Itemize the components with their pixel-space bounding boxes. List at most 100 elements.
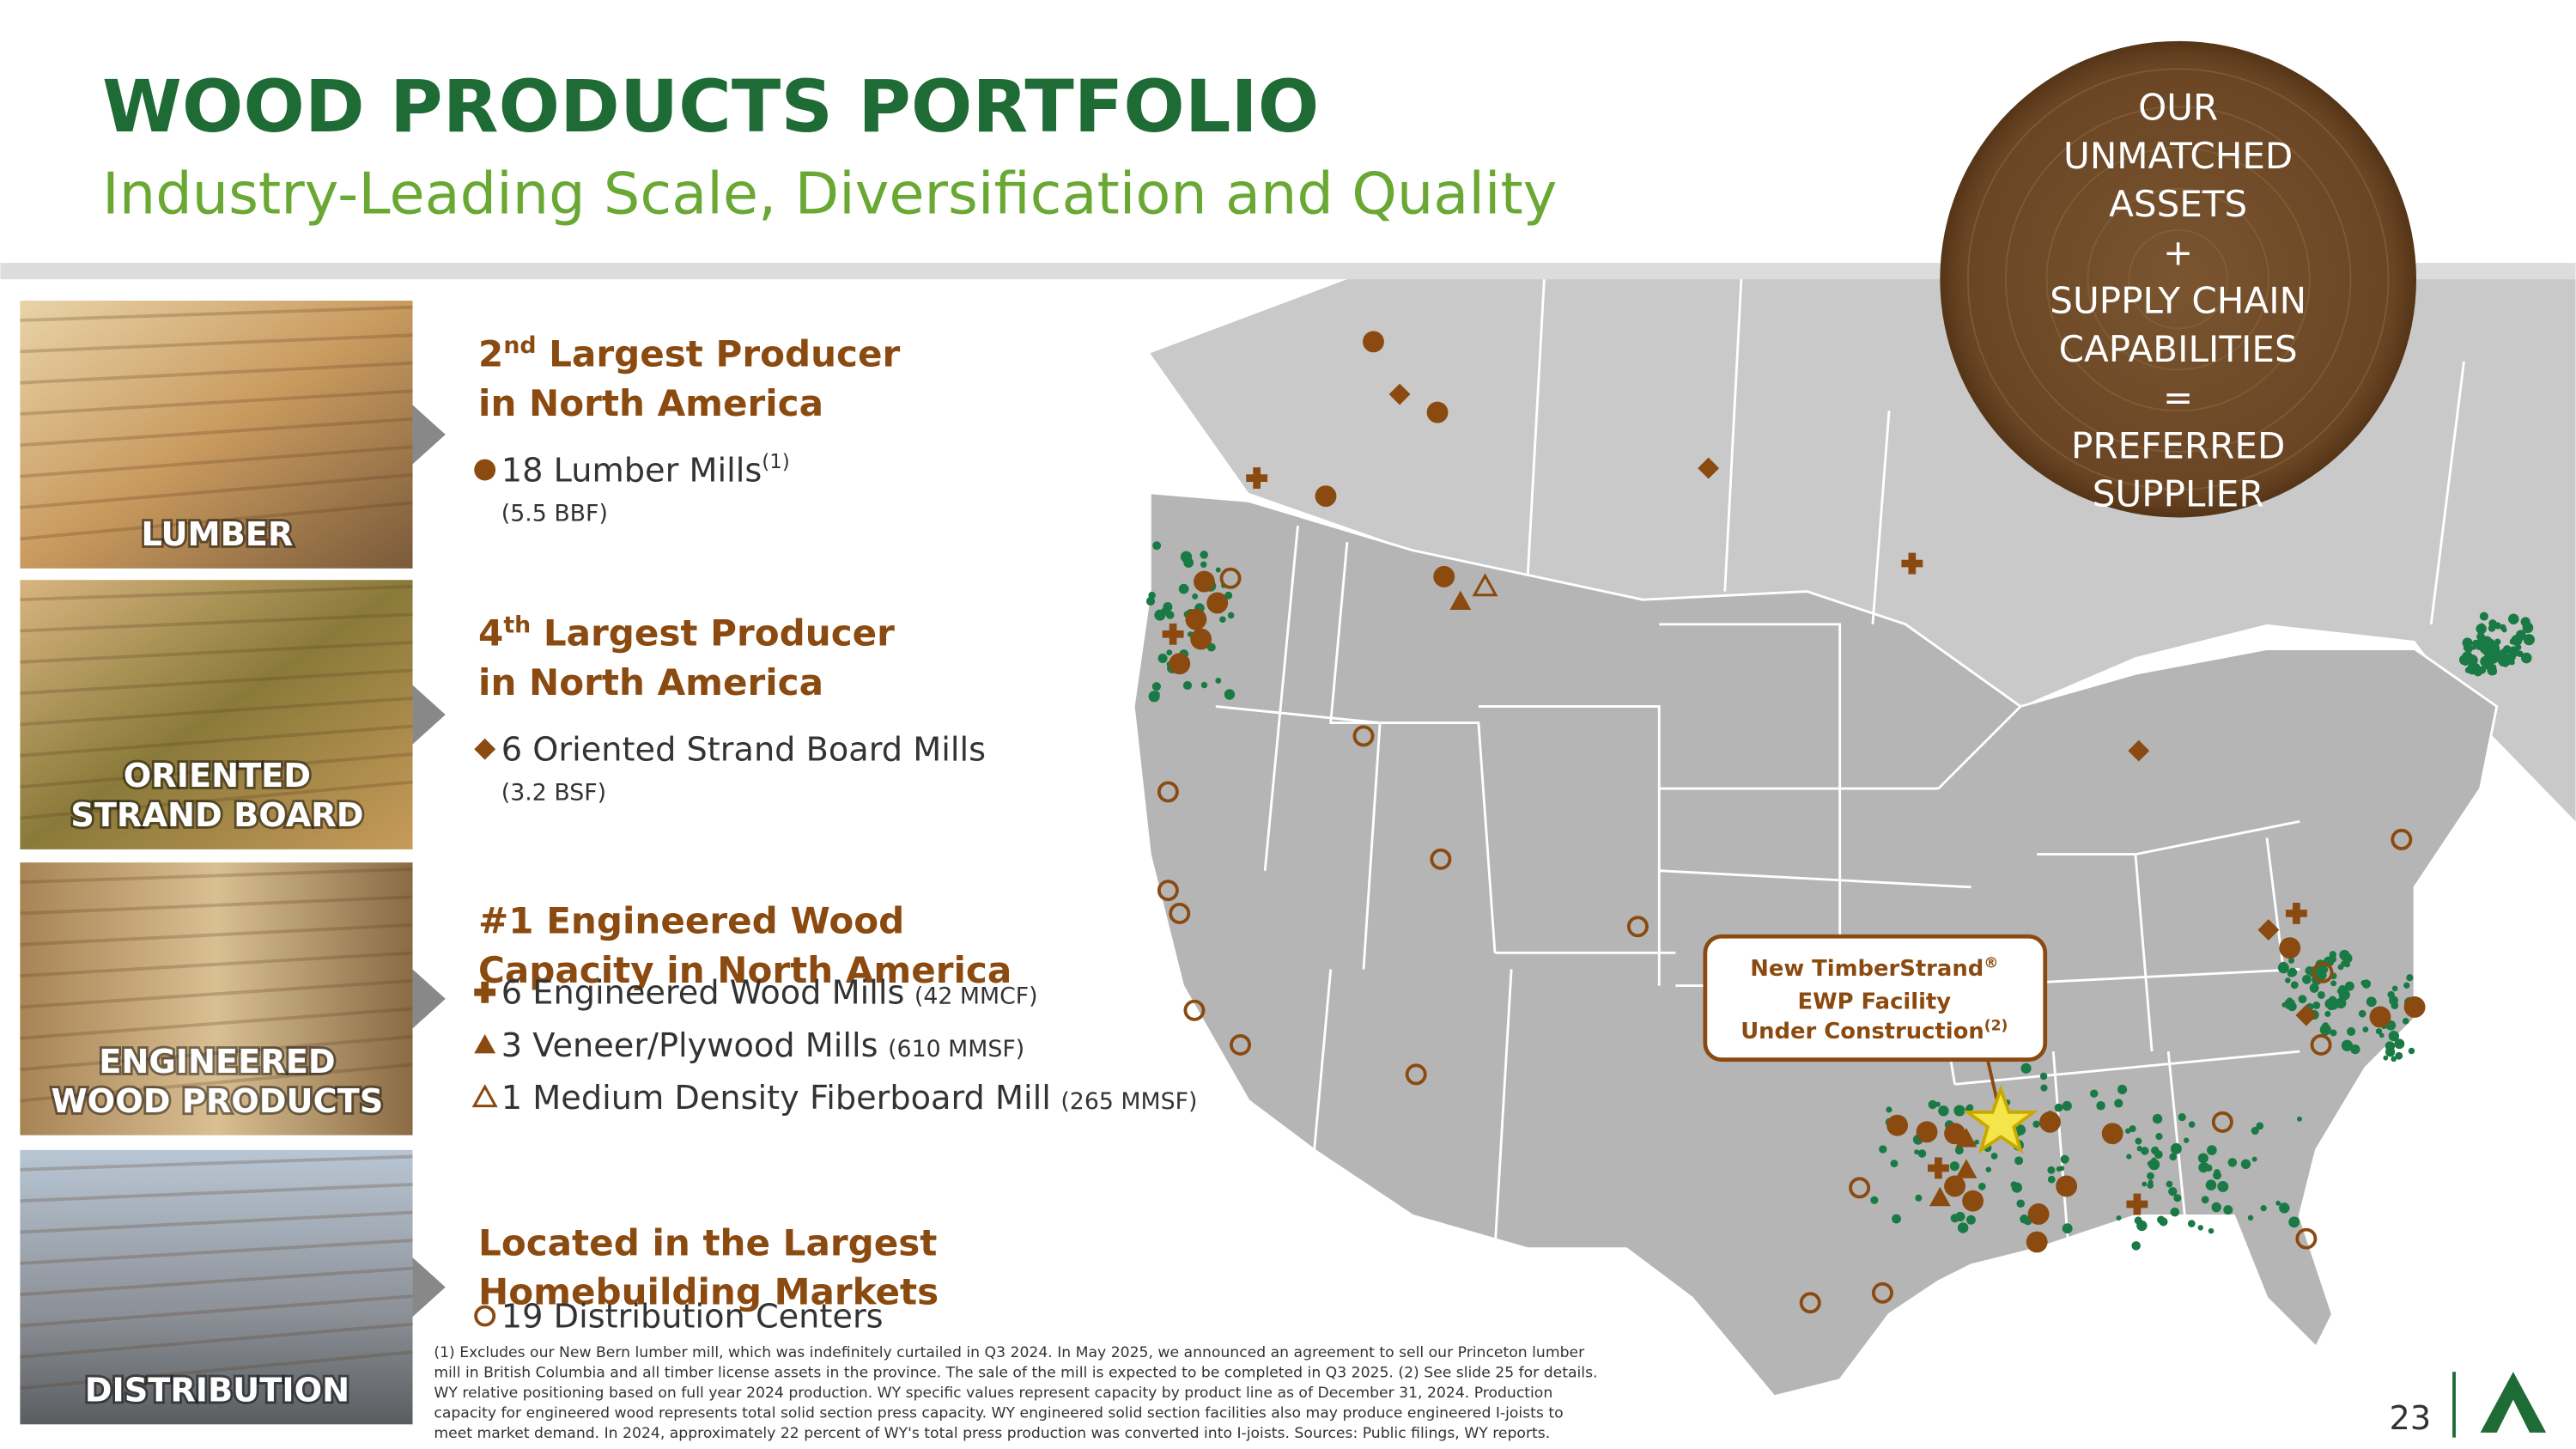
arrow bbox=[412, 405, 446, 465]
icon bbox=[2285, 903, 2307, 924]
forest bbox=[2142, 1181, 2148, 1187]
icon bbox=[1849, 1177, 1871, 1199]
forest bbox=[2211, 1202, 2221, 1213]
forest bbox=[1879, 1145, 1887, 1154]
forest bbox=[2517, 650, 2524, 658]
forest bbox=[2406, 974, 2414, 982]
forest bbox=[2168, 1186, 2178, 1196]
forest bbox=[1153, 691, 1160, 698]
texture bbox=[20, 978, 413, 1009]
forest bbox=[2197, 1225, 2203, 1231]
photo bbox=[20, 862, 413, 1135]
title: WOOD PRODUCTS PORTFOLIO bbox=[102, 64, 1319, 149]
forest bbox=[1227, 612, 1235, 619]
icon bbox=[474, 738, 496, 760]
forest bbox=[1957, 1222, 1969, 1233]
texture bbox=[20, 640, 413, 664]
callout-line: New TimberStrand® bbox=[1750, 955, 1998, 983]
panel-label: WOOD PRODUCTS bbox=[52, 1082, 384, 1121]
icon bbox=[2403, 996, 2426, 1018]
texture bbox=[20, 1007, 413, 1040]
forest bbox=[2521, 652, 2532, 664]
heading: Homebuilding Markets bbox=[478, 1271, 939, 1313]
heading: 4th Largest Producer bbox=[478, 612, 895, 654]
header-band bbox=[0, 263, 2576, 280]
item: 18 Lumber Mills(1) bbox=[501, 451, 790, 490]
icon bbox=[2126, 1193, 2148, 1215]
forest bbox=[2494, 653, 2499, 659]
forest bbox=[2486, 663, 2493, 670]
forest bbox=[2016, 1199, 2025, 1209]
forest bbox=[2155, 1133, 2163, 1141]
icon bbox=[1962, 1190, 1984, 1212]
forest bbox=[1219, 616, 1226, 623]
forest bbox=[1163, 601, 1173, 612]
callout-text: New TimberStrand bbox=[1750, 956, 1984, 982]
icon bbox=[1219, 567, 1242, 589]
icon bbox=[1944, 1175, 1965, 1197]
icon bbox=[1352, 725, 1375, 747]
forest bbox=[2208, 1227, 2215, 1234]
forest bbox=[2247, 1215, 2254, 1221]
icon bbox=[2027, 1203, 2050, 1225]
forest bbox=[2330, 980, 2337, 987]
icon bbox=[2056, 1175, 2078, 1197]
forest bbox=[2187, 1220, 2196, 1227]
forest bbox=[2217, 1180, 2229, 1192]
forest bbox=[2344, 961, 2351, 968]
forest bbox=[2170, 1142, 2182, 1154]
badge-line: CAPABILITIES bbox=[2059, 328, 2298, 370]
forest bbox=[2317, 990, 2325, 999]
forest bbox=[1949, 1161, 1959, 1172]
forest bbox=[1915, 1194, 1923, 1202]
forest bbox=[2350, 1044, 2360, 1055]
forest bbox=[2198, 1162, 2209, 1173]
forest bbox=[2324, 1010, 2331, 1018]
icon bbox=[1169, 653, 1191, 675]
forest bbox=[1166, 649, 1173, 656]
forest bbox=[1990, 1152, 1998, 1160]
icon bbox=[1799, 1292, 1821, 1314]
item: 3 Veneer/Plywood Mills (610 MMSF) bbox=[501, 1026, 1024, 1065]
heading-number: 4 bbox=[478, 612, 503, 654]
panel-label: DISTRIBUTION bbox=[85, 1372, 349, 1410]
icon bbox=[2295, 1227, 2318, 1250]
forest bbox=[2515, 630, 2526, 641]
forest bbox=[1192, 593, 1199, 600]
texture bbox=[20, 1154, 413, 1172]
icon bbox=[1955, 1128, 1978, 1148]
forest bbox=[2284, 998, 2296, 1010]
forest bbox=[2375, 1028, 2383, 1035]
icon bbox=[2039, 1111, 2061, 1133]
badge-line: PREFERRED bbox=[2071, 424, 2285, 466]
forest bbox=[2379, 1032, 2385, 1038]
item: 6 Engineered Wood Mills (42 MMCF) bbox=[501, 974, 1038, 1013]
callout-line: Under Construction(2) bbox=[1741, 1017, 2008, 1044]
icon bbox=[1886, 1114, 1909, 1136]
item-text: 3 Veneer/Plywood Mills bbox=[501, 1026, 878, 1065]
forest bbox=[2301, 974, 2312, 984]
footnote-line: meet market demand. In 2024, approximate… bbox=[434, 1425, 1550, 1442]
icon bbox=[1929, 1186, 1951, 1207]
panel-label: ORIENTED bbox=[124, 757, 311, 795]
arrow bbox=[412, 685, 446, 745]
forest bbox=[1157, 653, 1168, 663]
icon bbox=[474, 1305, 496, 1327]
forest bbox=[2060, 1154, 2069, 1164]
forest bbox=[2395, 1051, 2403, 1060]
icon bbox=[2257, 919, 2280, 941]
forest bbox=[2054, 1103, 2063, 1112]
forest bbox=[2135, 1137, 2142, 1145]
heading: 2nd Largest Producer bbox=[478, 332, 900, 374]
texture bbox=[20, 1350, 413, 1391]
forest bbox=[2476, 623, 2487, 635]
forest bbox=[2462, 651, 2473, 662]
icon bbox=[1230, 1033, 1252, 1056]
icon bbox=[2211, 1111, 2233, 1133]
texture bbox=[20, 951, 413, 978]
panel-label: ENGINEERED bbox=[99, 1043, 335, 1081]
forest bbox=[2312, 1001, 2321, 1009]
forest bbox=[2205, 1179, 2217, 1190]
forest bbox=[2014, 1124, 2026, 1135]
